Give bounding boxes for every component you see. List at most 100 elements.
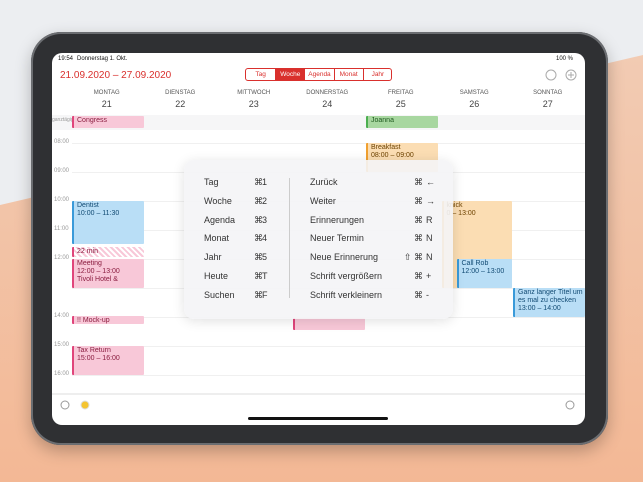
shortcut-label: Heute <box>204 271 229 281</box>
event-text: es mal zu checken <box>518 297 576 304</box>
icons <box>52 69 585 420</box>
shortcut-key: ← <box>426 177 435 187</box>
event[interactable]: Dentist 10:00 – 11:30 <box>72 201 144 244</box>
shortcut-modifiers: ⌘ <box>414 289 423 300</box>
hour-line <box>72 346 585 347</box>
day-name: MONTAG <box>93 90 120 96</box>
event[interactable]: 22 min <box>72 247 144 257</box>
shortcut-modifiers: ⌘ <box>414 214 423 225</box>
hour-label: 12:00 <box>54 255 70 261</box>
view-tab[interactable]: Agenda <box>304 69 333 80</box>
shortcut-key: 3 <box>262 214 268 225</box>
view-tab[interactable]: Monat <box>333 69 363 80</box>
day-date: 25 <box>395 99 406 109</box>
search-icon[interactable] <box>545 69 557 81</box>
shortcut-modifiers: ⌘ <box>254 214 263 225</box>
shortcut-modifiers: ⌘ <box>414 195 423 206</box>
day-name: DIENSTAG <box>165 90 196 96</box>
event-text: Call Rob <box>461 260 489 267</box>
hour-line <box>72 375 585 376</box>
status-time: 19:54 <box>58 56 74 62</box>
shortcut-label: Agenda <box>204 214 236 225</box>
shortcut-modifiers: ⌘ <box>414 233 423 244</box>
event[interactable]: Call Rob 12:00 – 13:00 <box>456 259 512 288</box>
event-text: !! Mock-up <box>77 317 110 324</box>
shortcut-modifiers: ⌘ <box>414 271 423 281</box>
event-text: 10:00 – 11:30 <box>77 210 120 217</box>
hour-label: 15:00 <box>54 342 70 348</box>
shortcut-modifiers: ⌘ <box>254 271 263 281</box>
shortcut-key: 4 <box>262 233 268 244</box>
shortcut-key: T <box>262 271 268 281</box>
shortcut-label: Neuer Termin <box>310 233 364 244</box>
shortcut-panel: Tag ⌘ 1 Woche ⌘ 2 Agenda ⌘ 3 Monat ⌘ 4 Jahr ⌘ 5 Heute ⌘ T… <box>184 160 453 319</box>
view-tab[interactable]: Tag <box>255 71 266 78</box>
event-text: 13:00 – 14:00 <box>518 305 561 312</box>
shortcut-label: Schrift verkleinern <box>310 289 383 300</box>
shortcut-key: N <box>426 233 433 244</box>
view-tab[interactable]: Woche <box>275 69 305 80</box>
shortcut-key: N <box>426 252 433 263</box>
day-date: 27 <box>542 99 553 109</box>
shortcut-label: Weiter <box>310 195 336 206</box>
shortcut-label: Zurück <box>310 177 338 187</box>
today-icon[interactable] <box>80 400 90 410</box>
shortcut-key: → <box>426 195 435 206</box>
all-day-label: ganztägig <box>52 117 72 123</box>
day-name: FREITAG <box>387 90 414 96</box>
event-text: knick <box>446 202 463 209</box>
shortcut-modifiers: ⌘ <box>414 177 423 187</box>
event[interactable]: Tax Return 15:00 – 16:00 <box>72 346 144 375</box>
shortcut-key: R <box>426 214 433 225</box>
shortcut-label: Schrift vergrößern <box>310 271 383 281</box>
add-icon[interactable] <box>565 69 577 81</box>
event-text: 12:00 – 13:00 <box>461 268 505 275</box>
shortcut-key: 2 <box>262 195 268 206</box>
day-name: MITTWOCH <box>237 90 271 96</box>
shortcut-key: F <box>262 289 268 300</box>
event[interactable] <box>292 318 365 330</box>
day-date: 21 <box>101 99 112 109</box>
day-date: 26 <box>469 99 480 109</box>
event-text: Meeting <box>77 260 102 267</box>
check-icon[interactable] <box>565 400 575 410</box>
day-date: 23 <box>248 99 259 109</box>
event-text: 12:00 – 13:00 <box>77 268 120 275</box>
shortcut-label: Neue Erinnerung <box>310 252 379 263</box>
event-text: 15:00 – 16:00 <box>77 355 120 362</box>
event-text: Joanna <box>371 117 394 124</box>
event-text: Tivoli Hotel & <box>77 276 118 283</box>
event[interactable]: Ganz langer Titel um es mal zu checken 13:… <box>513 288 585 317</box>
event[interactable]: !! Mock-up <box>72 316 144 324</box>
event[interactable]: Joanna <box>366 116 438 128</box>
hour-label: 08:00 <box>54 139 70 145</box>
event[interactable]: Congress <box>72 116 144 128</box>
shortcut-modifiers: ⌘ <box>254 195 263 206</box>
add-icon-plus <box>568 72 574 78</box>
view-tab[interactable]: Jahr <box>362 69 391 80</box>
screen: 19:54 Donnerstag 1. Okt. 100 % 21.09.202… <box>52 53 585 425</box>
shortcut-key: - <box>426 289 429 300</box>
event[interactable]: Meeting 12:00 – 13:00 Tivoli Hotel & <box>72 259 144 288</box>
shortcut-modifiers: ⇧ ⌘ <box>403 252 423 263</box>
shortcut-label: Monat <box>204 233 230 244</box>
day-name: DONNERSTAG <box>306 90 349 96</box>
shortcut-label: Tag <box>204 177 219 187</box>
shortcut-label: Erinnerungen <box>310 214 365 225</box>
shortcut-modifiers: ⌘ <box>254 252 263 263</box>
all-day-row <box>52 115 585 130</box>
event-text: 0 – 13:00 <box>446 210 476 217</box>
shortcut-key: + <box>426 271 432 281</box>
hour-label: 14:00 <box>54 313 70 319</box>
view-tabs: Tag Woche Agenda Monat Jahr <box>245 68 392 81</box>
shortcut-key: 1 <box>262 177 268 187</box>
day-date: 22 <box>175 99 186 109</box>
hour-label: 16:00 <box>54 371 70 377</box>
shortcut-key: 5 <box>262 252 268 263</box>
settings-icon[interactable] <box>60 400 70 410</box>
status-date: Donnerstag 1. Okt. <box>77 56 128 62</box>
shortcut-modifiers: ⌘ <box>254 289 263 300</box>
hour-label: 09:00 <box>54 168 70 174</box>
shortcut-label: Woche <box>204 195 232 206</box>
